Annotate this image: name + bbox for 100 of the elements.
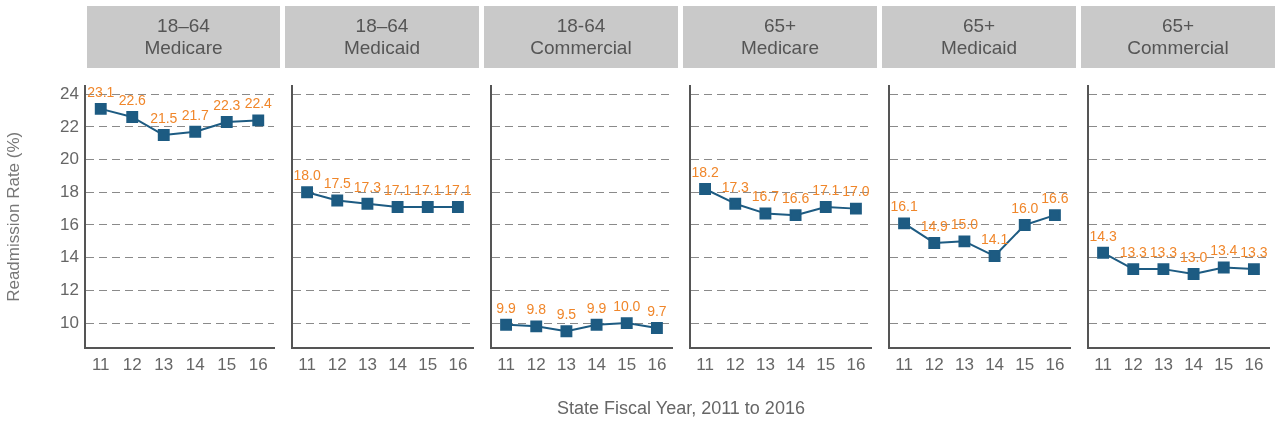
data-label: 9.9 <box>496 299 517 316</box>
data-label: 17.1 <box>812 181 840 198</box>
point <box>928 237 941 249</box>
point <box>988 250 1001 262</box>
chart-title: 18–64 Medicare <box>87 6 280 68</box>
point <box>620 317 633 330</box>
x-tick-label: 11 <box>497 355 515 375</box>
x-tick-label: 16 <box>846 355 866 375</box>
x-axis-title: State Fiscal Year, 2011 to 2016 <box>556 398 806 419</box>
data-label: 9.5 <box>556 306 577 323</box>
x-tick-label: 14 <box>388 355 408 375</box>
y-tick-label: 10 <box>60 312 79 332</box>
chart-title: 65+ Commercial <box>1081 6 1275 68</box>
data-label: 16.6 <box>781 190 810 207</box>
x-tick-label: 13 <box>755 355 775 375</box>
x-tick-label: 13 <box>954 355 974 375</box>
data-label: 10.0 <box>613 297 641 314</box>
y-tick-label: 12 <box>60 280 79 300</box>
chart-title: 18–64 Medicaid <box>285 6 479 68</box>
point <box>650 322 663 334</box>
data-label: 16.7 <box>751 188 780 205</box>
data-label: 17.1 <box>383 181 412 198</box>
data-label: 23.1 <box>87 83 115 100</box>
point <box>699 183 712 195</box>
point <box>451 201 464 213</box>
data-label: 18.0 <box>293 167 321 184</box>
chart-title: 18-64 Commercial <box>484 6 678 68</box>
data-label: 17.5 <box>323 175 352 192</box>
x-tick-label: 12 <box>122 355 142 375</box>
point <box>1048 209 1061 222</box>
data-label: 22.4 <box>244 95 273 112</box>
point <box>252 114 265 127</box>
data-label: 9.9 <box>586 299 607 316</box>
y-tick-label: 18 <box>60 181 79 201</box>
x-tick-label: 12 <box>327 355 347 375</box>
x-tick-label: 11 <box>298 355 316 375</box>
data-label: 14.3 <box>1089 227 1117 244</box>
x-tick-label: 14 <box>587 355 607 375</box>
point <box>1247 263 1260 276</box>
point <box>1097 246 1110 259</box>
x-tick-label: 12 <box>1123 355 1143 375</box>
y-tick-label: 22 <box>60 116 79 136</box>
x-tick-label: 15 <box>1214 355 1234 375</box>
x-tick-label: 14 <box>786 355 806 375</box>
point <box>759 207 772 220</box>
data-label: 16.1 <box>890 198 918 215</box>
x-tick-label: 12 <box>526 355 546 375</box>
point <box>1157 263 1170 276</box>
data-label: 18.2 <box>691 163 719 180</box>
point <box>301 186 314 199</box>
point <box>220 116 233 128</box>
point <box>361 197 374 210</box>
data-label: 9.7 <box>647 302 667 319</box>
point <box>331 194 344 207</box>
point <box>421 201 434 213</box>
point <box>560 325 573 338</box>
data-label: 16.6 <box>1041 190 1069 207</box>
chart-title: 65+ Medicaid <box>882 6 1076 68</box>
x-tick-label: 12 <box>725 355 745 375</box>
y-tick-label: 16 <box>60 214 79 234</box>
x-tick-label: 13 <box>154 355 174 375</box>
x-tick-label: 16 <box>448 355 468 375</box>
data-label: 14.1 <box>980 230 1009 247</box>
data-label: 17.1 <box>414 181 442 198</box>
point <box>1217 261 1230 274</box>
point <box>189 125 202 138</box>
x-tick-label: 15 <box>1015 355 1035 375</box>
y-tick-label: 14 <box>60 247 79 267</box>
data-label: 17.1 <box>444 181 472 198</box>
data-label: 16.0 <box>1011 199 1039 216</box>
data-label: 9.8 <box>526 301 547 318</box>
x-tick-label: 14 <box>985 355 1005 375</box>
data-label: 22.3 <box>213 96 241 113</box>
x-tick-label: 14 <box>185 355 205 375</box>
x-tick-label: 15 <box>617 355 637 375</box>
point <box>500 318 513 331</box>
point <box>958 235 971 248</box>
y-tick-label: 20 <box>60 149 79 169</box>
x-tick-label: 14 <box>1184 355 1204 375</box>
point <box>819 201 832 213</box>
x-tick-label: 16 <box>1045 355 1065 375</box>
point <box>157 129 170 141</box>
data-label: 13.0 <box>1179 248 1208 265</box>
data-label: 13.3 <box>1119 243 1148 260</box>
x-tick-label: 13 <box>1153 355 1173 375</box>
data-label: 21.5 <box>150 109 178 126</box>
data-label: 15.0 <box>950 216 979 233</box>
point <box>729 197 742 210</box>
x-tick-label: 15 <box>816 355 836 375</box>
point <box>898 217 911 230</box>
x-tick-label: 15 <box>217 355 237 375</box>
point <box>391 201 404 213</box>
point <box>94 102 107 115</box>
x-tick-label: 13 <box>357 355 377 375</box>
x-tick-label: 16 <box>248 355 268 375</box>
point <box>849 202 862 215</box>
x-tick-label: 11 <box>895 355 913 375</box>
data-label: 22.6 <box>118 91 147 108</box>
data-label: 13.4 <box>1210 242 1238 259</box>
data-label: 17.3 <box>353 178 382 195</box>
